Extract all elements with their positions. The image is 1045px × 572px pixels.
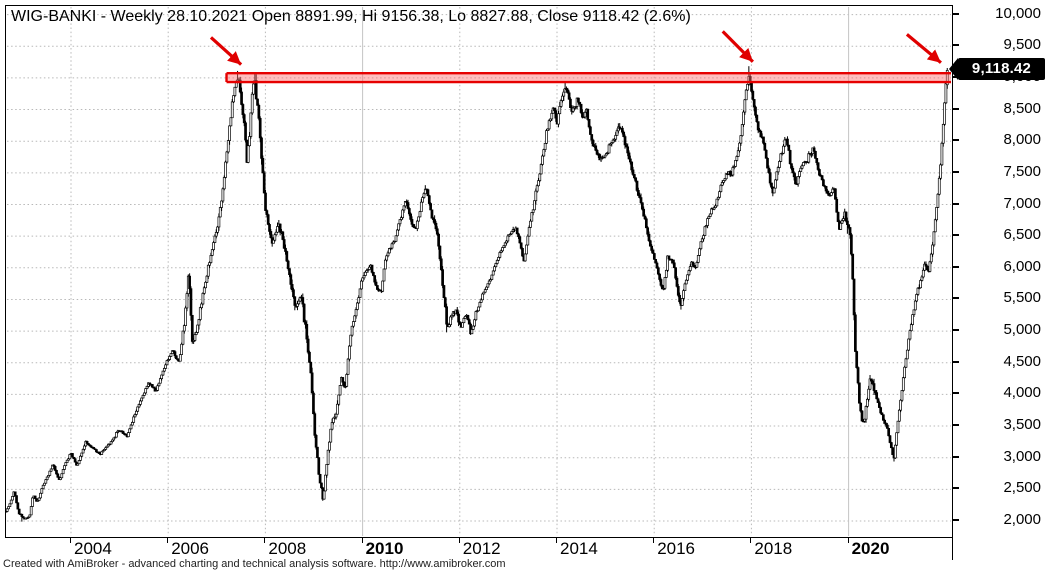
price-axis-tick	[953, 519, 959, 521]
date-axis-tick	[361, 537, 363, 543]
date-axis-tick	[750, 537, 752, 543]
price-axis-tick	[953, 44, 959, 47]
date-axis-label: 2006	[171, 539, 210, 558]
amibroker-credit: Created with AmiBroker - advanced charti…	[3, 558, 506, 570]
price-axis-label: 8,500	[1003, 99, 1041, 117]
date-axis-label: 2012	[462, 539, 501, 558]
chart-title: WIG-BANKI - Weekly 28.10.2021 Open 8891.…	[11, 8, 691, 25]
date-axis-tick	[653, 537, 655, 543]
price-axis-tick	[953, 170, 959, 173]
price-axis-tick	[953, 202, 959, 205]
price-chart[interactable]	[6, 6, 953, 538]
price-axis-label: 7,500	[1003, 162, 1041, 180]
date-axis-label: 2010	[365, 539, 404, 558]
date-axis-tick	[458, 537, 460, 543]
date-axis-tick	[70, 537, 71, 543]
annotation-arrow-icon[interactable]	[905, 33, 942, 64]
chart-plot-area: WIG-BANKI - Weekly 28.10.2021 Open 8891.…	[5, 5, 953, 538]
price-axis-label: 4,000	[1003, 384, 1041, 402]
price-axis-tick	[953, 455, 959, 458]
date-axis-tick	[847, 537, 849, 543]
candlestick-series	[6, 66, 949, 522]
price-axis-tick	[953, 392, 959, 395]
price-tag-value: 9,118.42	[958, 58, 1045, 81]
price-axis-label: 3,500	[1003, 416, 1041, 434]
price-axis-label: 4,500	[1003, 352, 1041, 370]
price-tag-pointer-icon	[949, 58, 958, 81]
date-axis-label: 2020	[851, 539, 890, 558]
price-axis-tick	[953, 265, 959, 268]
price-axis-label: 8,000	[1003, 131, 1041, 149]
price-axis-label: 2,500	[1003, 479, 1041, 497]
date-axis-tick	[167, 537, 169, 543]
date-axis-label: 2008	[268, 539, 307, 558]
price-axis-label: 10,000	[995, 4, 1041, 22]
price-axis[interactable]: 10,0009,5009,0008,5008,0007,5007,0006,50…	[952, 0, 1045, 545]
date-axis-label: 2004	[74, 539, 112, 558]
price-axis-tick	[953, 360, 959, 363]
resistance-band[interactable]	[225, 71, 951, 84]
price-axis-label: 9,500	[1003, 36, 1041, 54]
price-axis-tick	[953, 139, 959, 142]
last-price-tag: 9,118.42	[949, 58, 1045, 81]
price-axis-tick	[953, 297, 959, 300]
annotation-arrow-icon[interactable]	[209, 36, 243, 66]
annotation-arrow-icon[interactable]	[721, 30, 754, 63]
date-axis-label: 2014	[560, 539, 598, 558]
price-axis-tick	[953, 329, 959, 332]
price-axis-label: 5,500	[1003, 289, 1041, 307]
price-axis-label: 5,000	[1003, 321, 1041, 339]
price-axis-tick	[953, 487, 959, 490]
price-axis-tick	[953, 12, 959, 15]
date-axis[interactable]: 2004 2006 2008 2010 2012 2014 2016 2018 2020	[0, 537, 1045, 563]
price-axis-label: 3,000	[1003, 447, 1041, 465]
date-axis-label: 2018	[754, 539, 793, 558]
price-axis-tick	[953, 234, 959, 237]
price-axis-label: 7,000	[1003, 194, 1041, 212]
date-axis-tick	[264, 537, 266, 543]
date-axis-tick	[556, 537, 557, 543]
price-axis-tick	[953, 107, 959, 110]
price-axis-label: 2,000	[1003, 511, 1041, 528]
date-axis-label: 2016	[657, 539, 696, 558]
price-axis-label: 6,500	[1003, 226, 1041, 244]
axis-corner-line	[952, 537, 953, 560]
price-axis-tick	[953, 424, 959, 427]
price-axis-label: 6,000	[1003, 257, 1041, 275]
